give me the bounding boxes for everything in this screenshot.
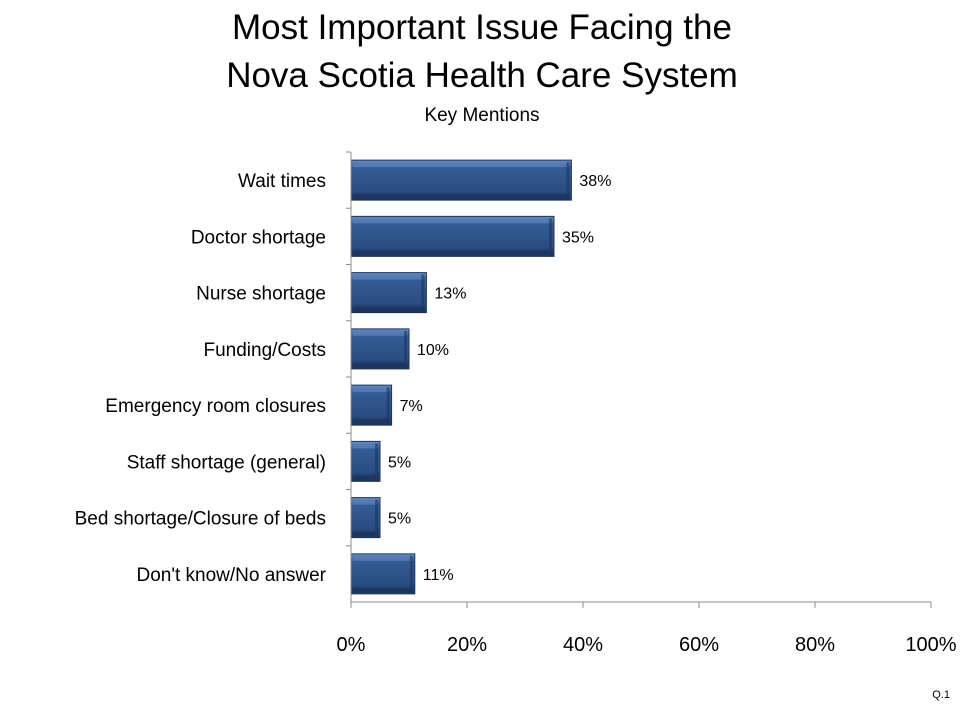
bar-shadow (353, 587, 413, 592)
bar-edge (409, 555, 413, 592)
bar-shadow (353, 531, 378, 536)
bar-shadow (353, 475, 378, 480)
x-tick-label: 100% (905, 634, 956, 656)
data-label: 35% (562, 229, 594, 246)
bar-highlight (353, 274, 425, 280)
bar-shadow (353, 250, 552, 255)
x-tick-label: 40% (563, 634, 603, 656)
bar-edge (375, 443, 378, 480)
bar-group: 35% Doctor shortage (191, 215, 594, 257)
category-label: Nurse shortage (196, 284, 326, 305)
bar-group: 5% Bed shortage/Closure of beds (75, 497, 411, 539)
bar-group: 38% Wait times (238, 159, 611, 201)
bar-edge (404, 330, 407, 367)
bar-highlight (353, 443, 378, 449)
bar-highlight (353, 499, 378, 505)
bars-layer: 38% Wait times 35% Doctor shortage 13% Nurse … (75, 159, 611, 595)
bar-shadow (353, 306, 425, 311)
data-label: 10% (417, 342, 449, 359)
data-label: 38% (579, 173, 611, 190)
axis-layer: 0% 20% 40% 60% 80% 100% (337, 151, 957, 656)
bar-edge (421, 274, 425, 311)
bar-edge (386, 387, 390, 424)
data-label: 5% (388, 511, 411, 528)
bar-edge (566, 162, 570, 199)
data-label: 11% (423, 567, 454, 584)
bar-shadow (353, 362, 407, 367)
data-label: 7% (400, 398, 423, 415)
bar-highlight (353, 555, 413, 561)
chart-title-line-2: Nova Scotia Health Care System (226, 56, 738, 95)
category-label: Bed shortage/Closure of beds (75, 509, 326, 530)
bar-highlight (353, 330, 407, 336)
x-tick-label: 0% (337, 634, 366, 656)
bar-group: 13% Nurse shortage (196, 272, 466, 314)
chart-title-line-1: Most Important Issue Facing the (232, 8, 732, 47)
data-label: 13% (434, 286, 466, 303)
x-tick-label: 80% (795, 634, 835, 656)
bar-highlight (353, 162, 570, 168)
bar-group: 5% Staff shortage (general) (127, 440, 411, 482)
category-label: Doctor shortage (191, 227, 326, 248)
bar-shadow (353, 194, 570, 199)
category-label: Funding/Costs (203, 340, 326, 361)
bar-highlight (353, 218, 552, 224)
bar-group: 11% Don't know/No answer (137, 553, 454, 595)
x-tick-label: 60% (679, 634, 719, 656)
chart-subtitle: Key Mentions (424, 105, 540, 126)
category-label: Don't know/No answer (137, 565, 327, 586)
bar-edge (375, 499, 378, 536)
bar-edge (549, 218, 552, 255)
data-label: 5% (388, 454, 411, 471)
category-label: Wait times (238, 171, 326, 192)
x-tick-label: 20% (447, 634, 487, 656)
bar-shadow (353, 419, 390, 424)
category-label: Emergency room closures (105, 396, 326, 417)
bar-group: 7% Emergency room closures (105, 384, 423, 426)
category-label: Staff shortage (general) (127, 452, 326, 473)
bar-highlight (353, 387, 390, 393)
footnote: Q.1 (932, 689, 950, 701)
bar-group: 10% Funding/Costs (203, 328, 449, 370)
